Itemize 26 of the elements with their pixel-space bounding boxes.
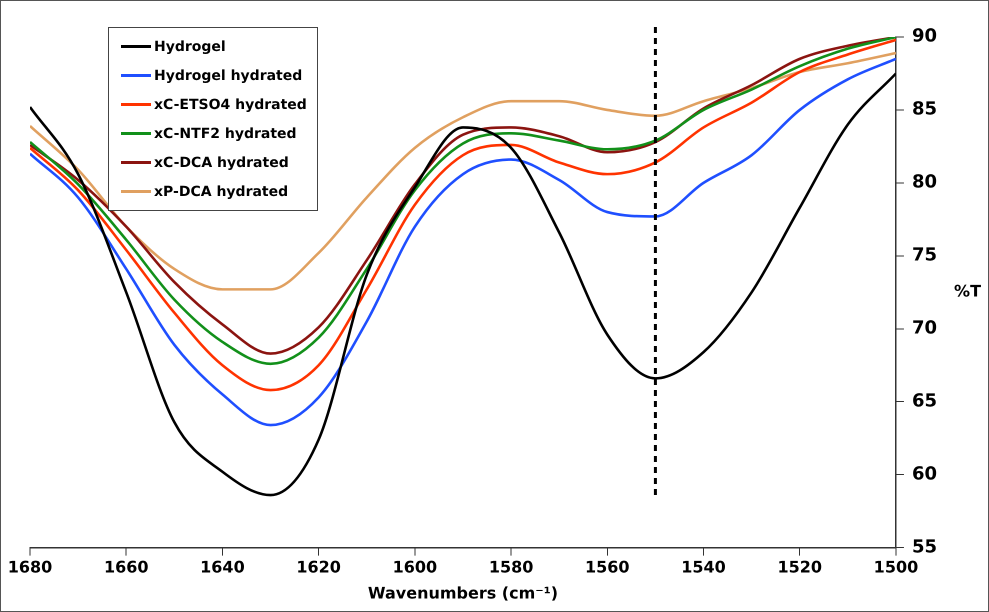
y-tick-label: 75 [912, 244, 938, 266]
y-tick-label: 80 [912, 172, 938, 193]
y-tick-label: 55 [912, 536, 938, 558]
x-tick-label: 1680 [8, 557, 52, 576]
legend-label: xP-DCA hydrated [154, 184, 288, 200]
x-tick-label: 1500 [874, 557, 918, 576]
y-tick-label: 60 [912, 463, 938, 484]
x-tick-label: 1640 [200, 557, 245, 576]
y-tick-label: 65 [912, 390, 938, 412]
x-tick-label: 1540 [681, 557, 726, 576]
y-tick-label: 90 [912, 26, 938, 47]
legend-label: Hydrogel hydrated [154, 68, 302, 84]
legend-label: xC-ETSO4 hydrated [154, 96, 307, 112]
y-tick-label: 85 [912, 98, 938, 120]
legend-label: xC-DCA hydrated [154, 154, 289, 170]
x-tick-label: 1520 [777, 557, 822, 576]
legend-label: Hydrogel [154, 38, 226, 54]
x-tick-label: 1620 [296, 557, 341, 576]
y-tick-label: 70 [912, 317, 938, 338]
legend-label: xC-NTF2 hydrated [154, 126, 297, 142]
x-tick-label: 1660 [104, 557, 148, 576]
y-axis-title: %T [954, 281, 982, 300]
x-axis-title: Wavenumbers (cm⁻¹) [368, 584, 558, 603]
x-tick-label: 1560 [585, 557, 630, 576]
x-tick-label: 1600 [392, 557, 438, 576]
x-tick-label: 1580 [488, 557, 534, 576]
